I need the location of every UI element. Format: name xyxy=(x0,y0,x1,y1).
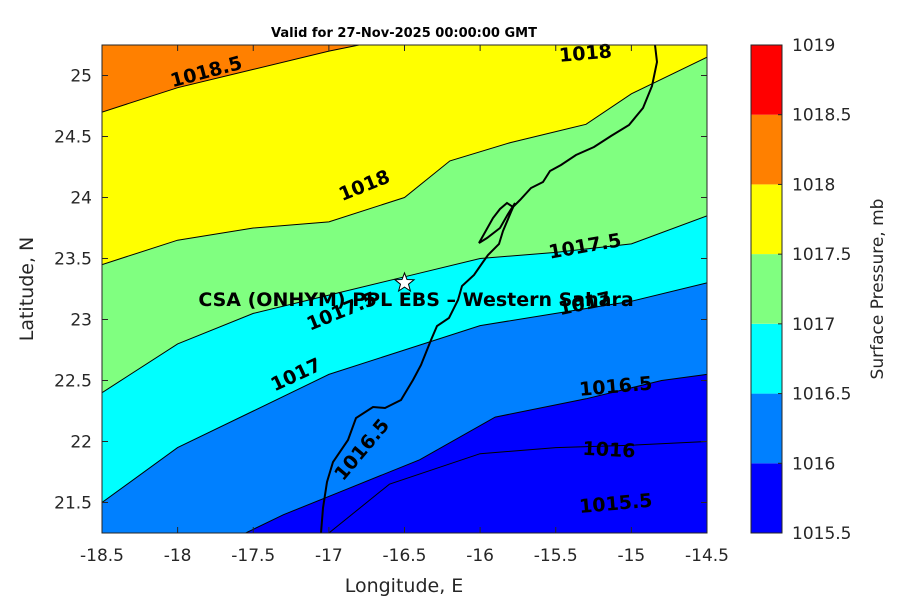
contour-line-1016.5 xyxy=(102,282,707,503)
x-tick-label: -14.5 xyxy=(685,546,729,566)
colorbar-swatch xyxy=(751,114,782,185)
colorbar-swatch xyxy=(751,184,782,255)
y-axis-label: Latitude, N xyxy=(16,237,38,342)
coastline-path xyxy=(320,45,659,533)
colorbar: 1015.5 1016 1016.5 1017 1017.5 1018 1018.5 1019 xyxy=(750,36,851,544)
x-tick-label: -17 xyxy=(315,546,343,566)
colorbar-tick-label: 1017.5 xyxy=(792,245,851,265)
contour-label: 1018 xyxy=(558,40,613,67)
chart-title: Valid for 27-Nov-2025 00:00:00 GMT xyxy=(271,26,537,41)
y-tick-label: 22 xyxy=(70,433,92,453)
site-label: CSA (ONHYM) PPL EBS – Western Sahara xyxy=(198,289,633,311)
x-axis-label: Longitude, E xyxy=(345,575,464,597)
colorbar-swatch xyxy=(751,323,782,394)
y-tick-label: 24 xyxy=(70,189,92,209)
x-tick-label: -16 xyxy=(466,546,494,566)
colorbar-swatch xyxy=(751,393,782,464)
y-tick-label: 23 xyxy=(70,311,92,331)
coastline xyxy=(320,45,659,533)
x-tick-label: -18 xyxy=(164,546,192,566)
y-tick-label: 21.5 xyxy=(54,494,92,514)
colorbar-tick-label: 1018.5 xyxy=(792,106,851,126)
band-1018 xyxy=(102,45,360,113)
colorbar-tick-label: 1016.5 xyxy=(792,385,851,405)
x-tick-label: -15.5 xyxy=(534,546,578,566)
y-tick-label: 23.5 xyxy=(54,250,92,270)
y-axis-ticks: 21.5 22 22.5 23 23.5 24 24.5 25 xyxy=(54,67,707,514)
band-1017.5 xyxy=(102,45,707,265)
x-tick-label: -18.5 xyxy=(80,546,124,566)
y-tick-label: 24.5 xyxy=(54,128,92,148)
y-tick-label: 22.5 xyxy=(54,372,92,392)
contour-line-1015.5 xyxy=(328,441,707,533)
x-tick-label: -16.5 xyxy=(383,546,427,566)
contour-line-1016 xyxy=(245,373,707,533)
x-tick-label: -15 xyxy=(617,546,645,566)
x-axis-ticks: -18.5 -18 -17.5 -17 -16.5 -16 -15.5 -15 -14.5 xyxy=(80,45,729,566)
colorbar-tick-label: 1018 xyxy=(792,175,835,195)
colorbar-tick-label: 1015.5 xyxy=(792,524,851,544)
x-tick-label: -17.5 xyxy=(231,546,275,566)
colorbar-tick-label: 1019 xyxy=(792,36,835,56)
colorbar-swatch xyxy=(751,254,782,324)
site-star-icon xyxy=(393,271,416,293)
colorbar-frame xyxy=(750,44,783,534)
colorbar-tick-label: 1016 xyxy=(792,454,835,474)
colorbar-tick-label: 1017 xyxy=(792,315,835,335)
colorbar-label: Surface Pressure, mb xyxy=(868,199,888,380)
site-marker-group: CSA (ONHYM) PPL EBS – Western Sahara xyxy=(198,271,634,311)
contour-label: 1016 xyxy=(582,438,636,463)
colorbar-swatch xyxy=(751,463,782,533)
contour-line-1018 xyxy=(102,45,360,113)
y-tick-label: 25 xyxy=(70,67,92,87)
contour-line-1017.5 xyxy=(102,56,707,266)
colorbar-swatch xyxy=(751,45,782,115)
